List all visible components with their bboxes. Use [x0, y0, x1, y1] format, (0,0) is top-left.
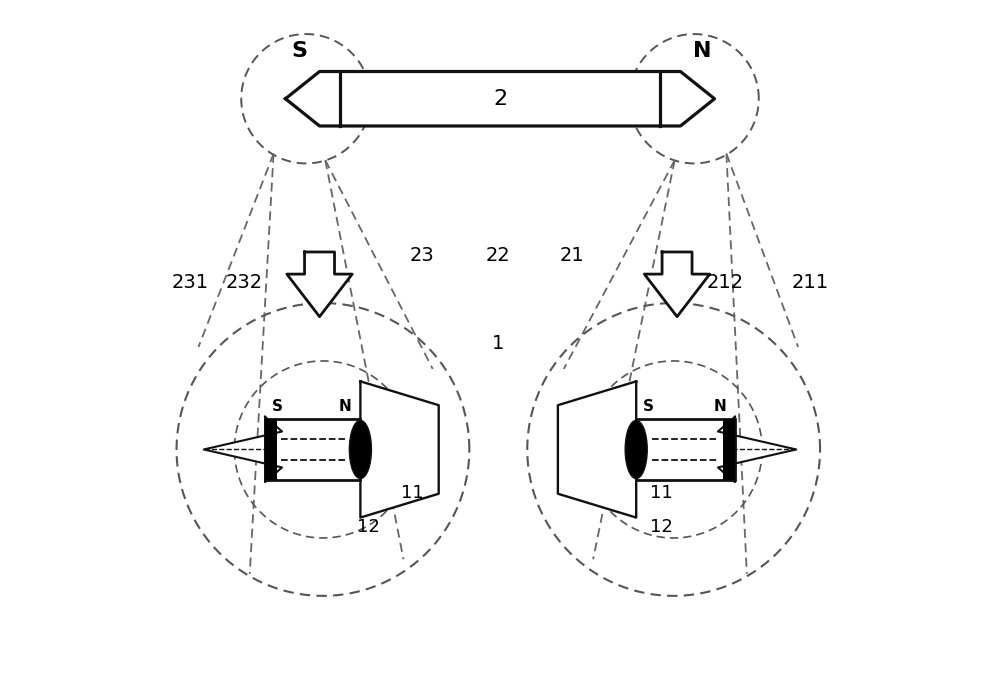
Text: 211: 211: [791, 273, 828, 292]
Bar: [723, 419, 735, 480]
Text: S: S: [643, 399, 654, 414]
Text: 21: 21: [559, 246, 584, 265]
Bar: [265, 419, 277, 480]
Text: N: N: [693, 41, 712, 61]
Polygon shape: [360, 381, 439, 518]
Text: 231: 231: [172, 273, 209, 292]
Polygon shape: [287, 252, 352, 317]
Text: 22: 22: [486, 246, 510, 265]
Text: 232: 232: [226, 273, 263, 292]
Bar: [265, 419, 360, 480]
Polygon shape: [718, 417, 796, 482]
Ellipse shape: [349, 420, 371, 479]
Text: 1: 1: [492, 334, 504, 353]
Text: N: N: [713, 399, 726, 414]
Text: S: S: [272, 399, 283, 414]
Polygon shape: [204, 417, 282, 482]
Text: 11: 11: [650, 484, 673, 501]
Ellipse shape: [625, 420, 647, 479]
Polygon shape: [644, 252, 710, 317]
Text: 12: 12: [357, 518, 380, 535]
Text: 2: 2: [493, 89, 507, 109]
Text: 23: 23: [409, 246, 434, 265]
Text: S: S: [291, 41, 307, 61]
Text: N: N: [339, 399, 352, 414]
Bar: [636, 419, 735, 480]
Text: 11: 11: [401, 484, 424, 501]
Text: 212: 212: [706, 273, 743, 292]
Text: 12: 12: [650, 518, 673, 535]
Polygon shape: [285, 72, 715, 126]
Polygon shape: [558, 381, 636, 518]
